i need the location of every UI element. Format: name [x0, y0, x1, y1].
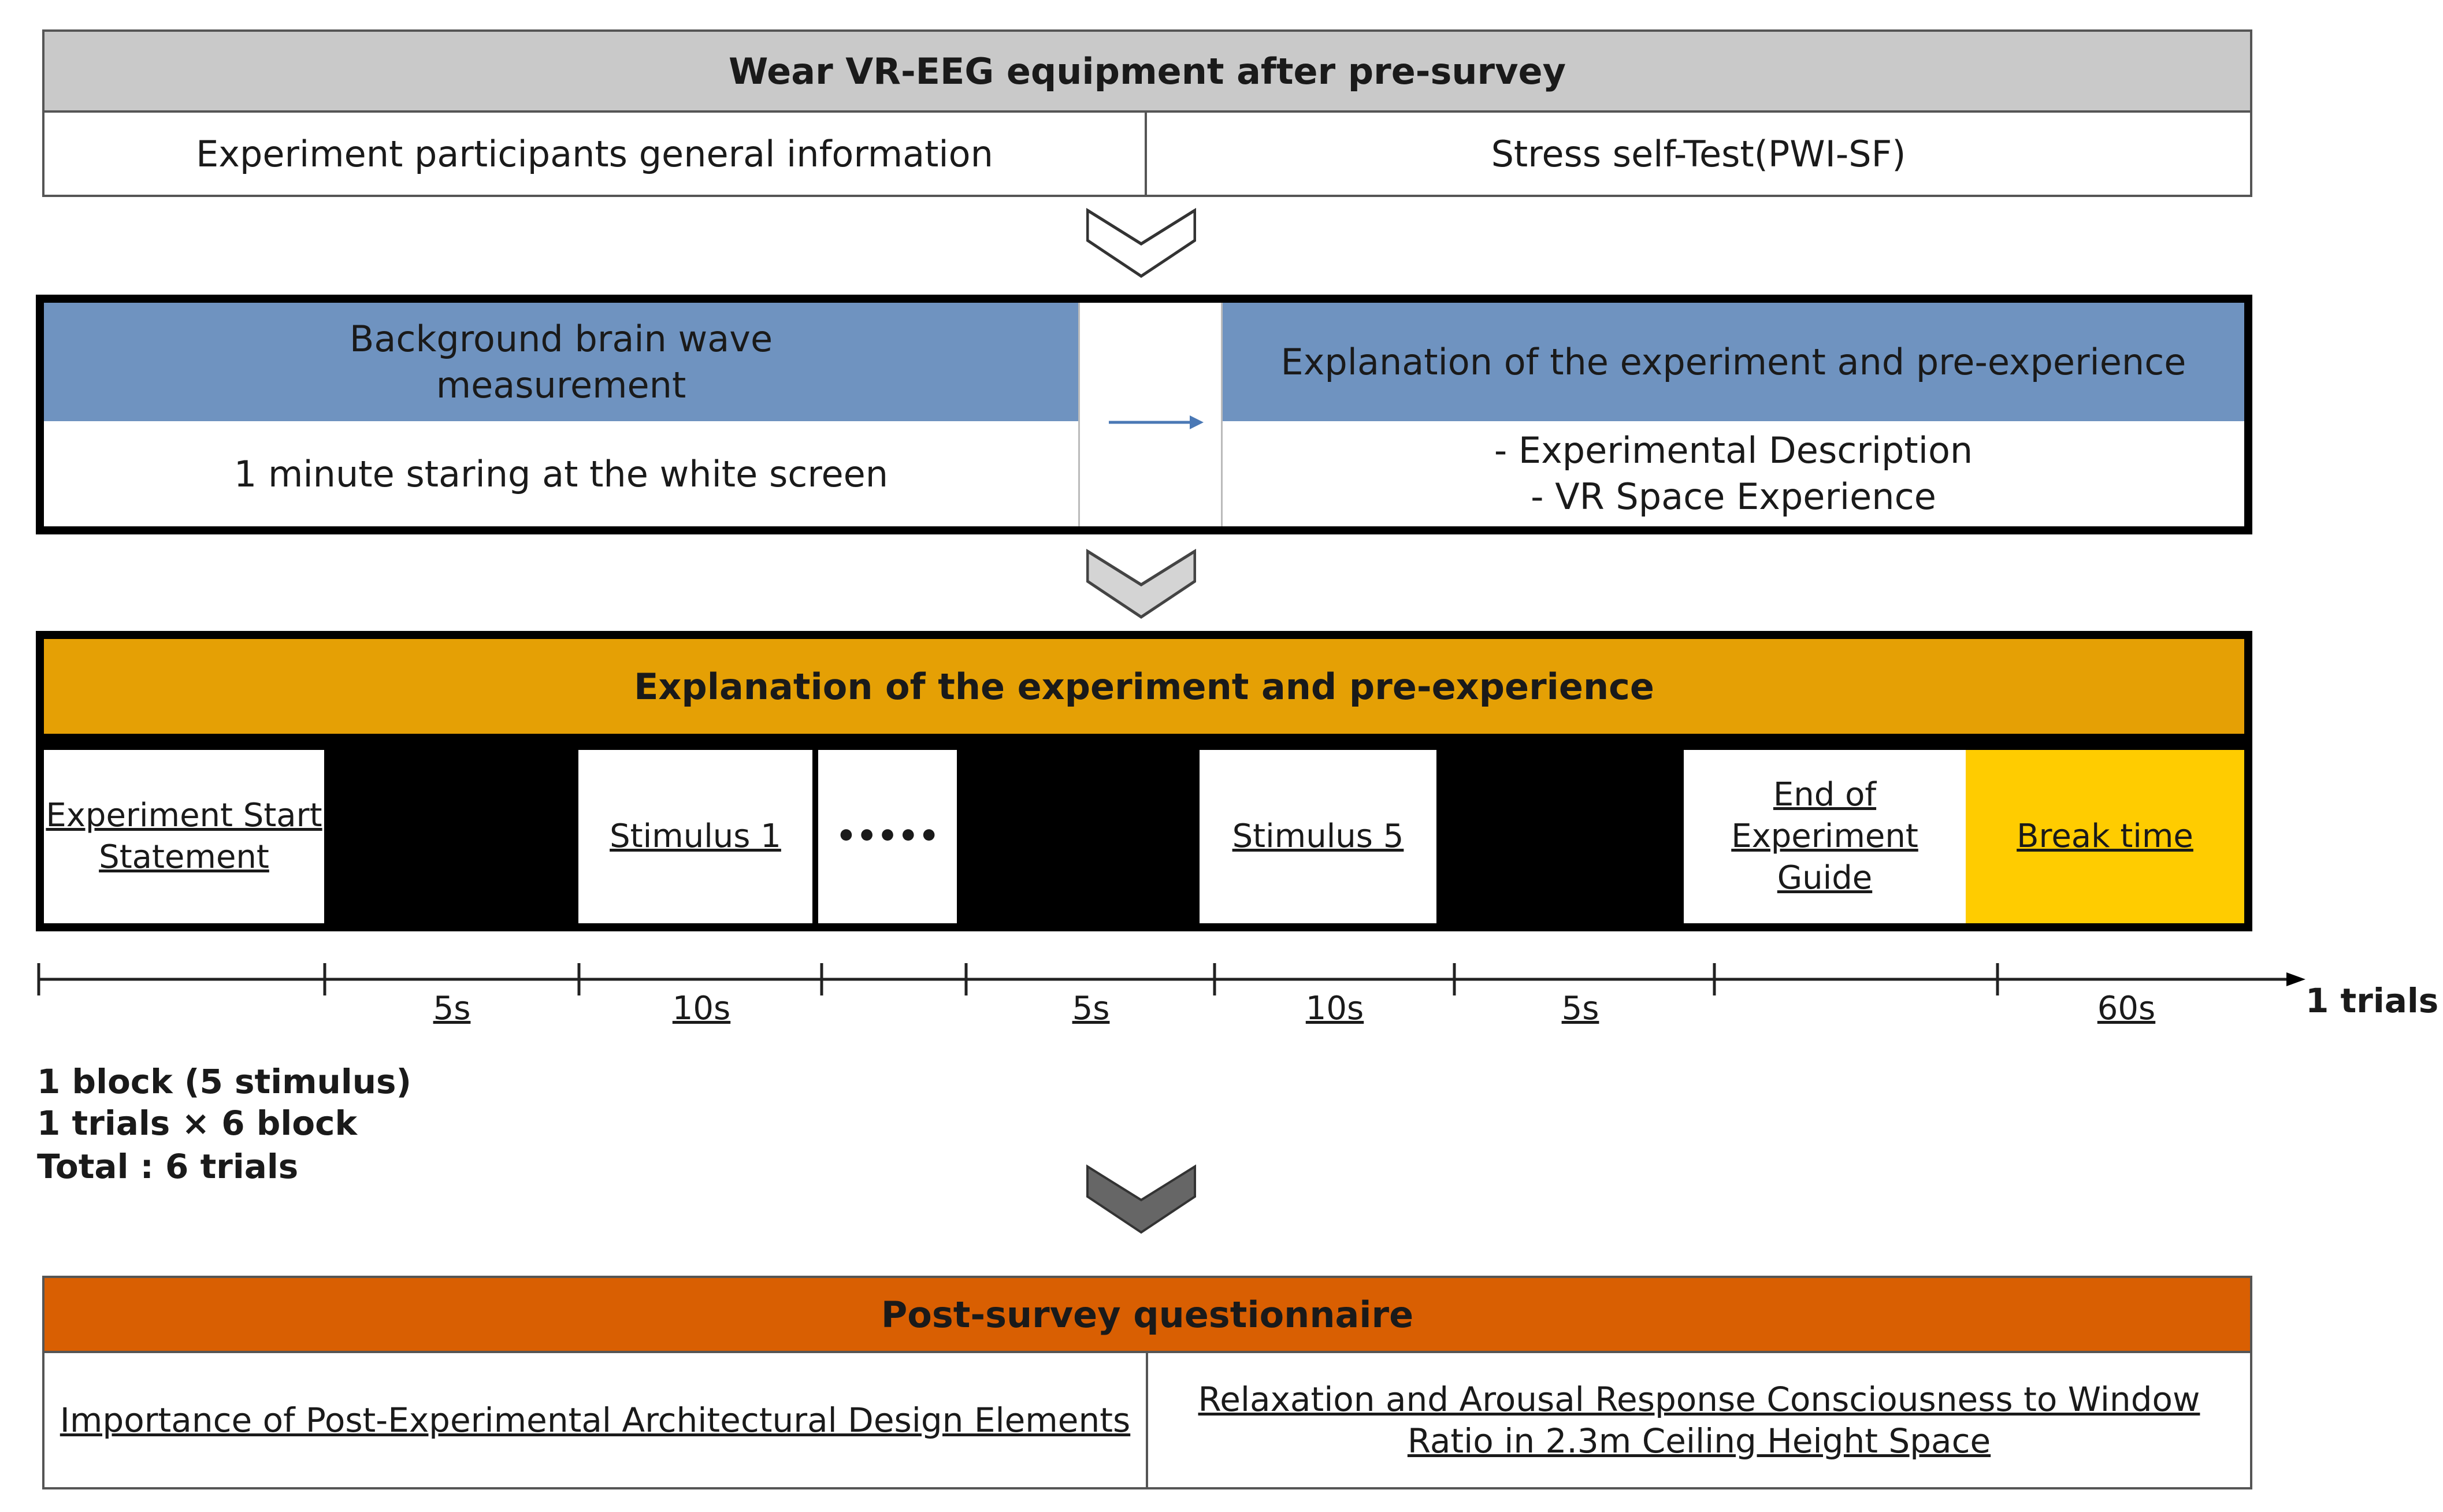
post-survey-box: Post-survey questionnaire Importance of …	[42, 1276, 2252, 1489]
chevron-down-icon	[1086, 1164, 1196, 1234]
axis-arrowhead	[2286, 972, 2305, 986]
chevron-down-icon	[1086, 549, 1196, 619]
sequence-connector	[1078, 303, 1223, 526]
explanation-item: - Experimental Description	[1494, 429, 1973, 471]
baseline-box: Background brain wave measurement 1 minu…	[36, 295, 2252, 534]
stress-test-cell: Stress self-Test(PWI-SF)	[1491, 132, 1906, 175]
duration-label: 10s	[1305, 990, 1364, 1027]
block-note: Total : 6 trials	[37, 1147, 299, 1186]
ellipsis-cell: •••••	[818, 750, 957, 923]
blank-screen-cell	[1436, 750, 1684, 923]
duration-label: 5s	[1561, 990, 1599, 1027]
timeline-axis	[37, 963, 2305, 995]
experiment-start-cell: Experiment Start Statement	[44, 750, 324, 923]
trial-sequence-box: Explanation of the experiment and pre-ex…	[36, 631, 2252, 931]
background-eeg-title: Background brain wave measurement	[44, 303, 1078, 421]
stimulus-1-cell: Stimulus 1	[578, 750, 812, 923]
design-elements-cell: Importance of Post-Experimental Architec…	[44, 1353, 1148, 1487]
duration-label: 10s	[672, 990, 731, 1027]
participant-info-cell: Experiment participants general informat…	[44, 113, 1147, 195]
arrow-right-icon	[1109, 415, 1204, 429]
pre-survey-box: Wear VR-EEG equipment after pre-survey E…	[42, 29, 2252, 197]
explanation-item: - VR Space Experience	[1531, 475, 1936, 518]
stimulus-5-cell: Stimulus 5	[1200, 750, 1436, 923]
trial-title: Explanation of the experiment and pre-ex…	[44, 639, 2244, 742]
blank-screen-cell	[957, 750, 1200, 923]
pre-survey-title: Wear VR-EEG equipment after pre-survey	[44, 32, 2250, 113]
axis-label: 1 trials	[2305, 981, 2439, 1020]
duration-label: 60s	[2097, 990, 2156, 1027]
background-eeg-body: 1 minute staring at the white screen	[233, 452, 889, 495]
end-guide-cell: End of Experiment Guide	[1684, 750, 1966, 923]
blank-screen-cell	[324, 750, 578, 923]
explanation-title: Explanation of the experiment and pre-ex…	[1223, 303, 2244, 421]
window-ratio-cell: Relaxation and Arousal Response Consciou…	[1198, 1380, 2200, 1461]
post-survey-title: Post-survey questionnaire	[44, 1278, 2250, 1353]
chevron-down-icon	[1086, 208, 1196, 278]
duration-label: 5s	[433, 990, 471, 1027]
explanation-body: - Experimental Description - VR Space Ex…	[1223, 421, 2244, 526]
block-note: 1 trials × 6 block	[37, 1104, 358, 1143]
duration-label: 5s	[1072, 990, 1110, 1027]
block-note: 1 block (5 stimulus)	[37, 1062, 412, 1101]
break-time-cell: Break time	[1966, 750, 2244, 923]
